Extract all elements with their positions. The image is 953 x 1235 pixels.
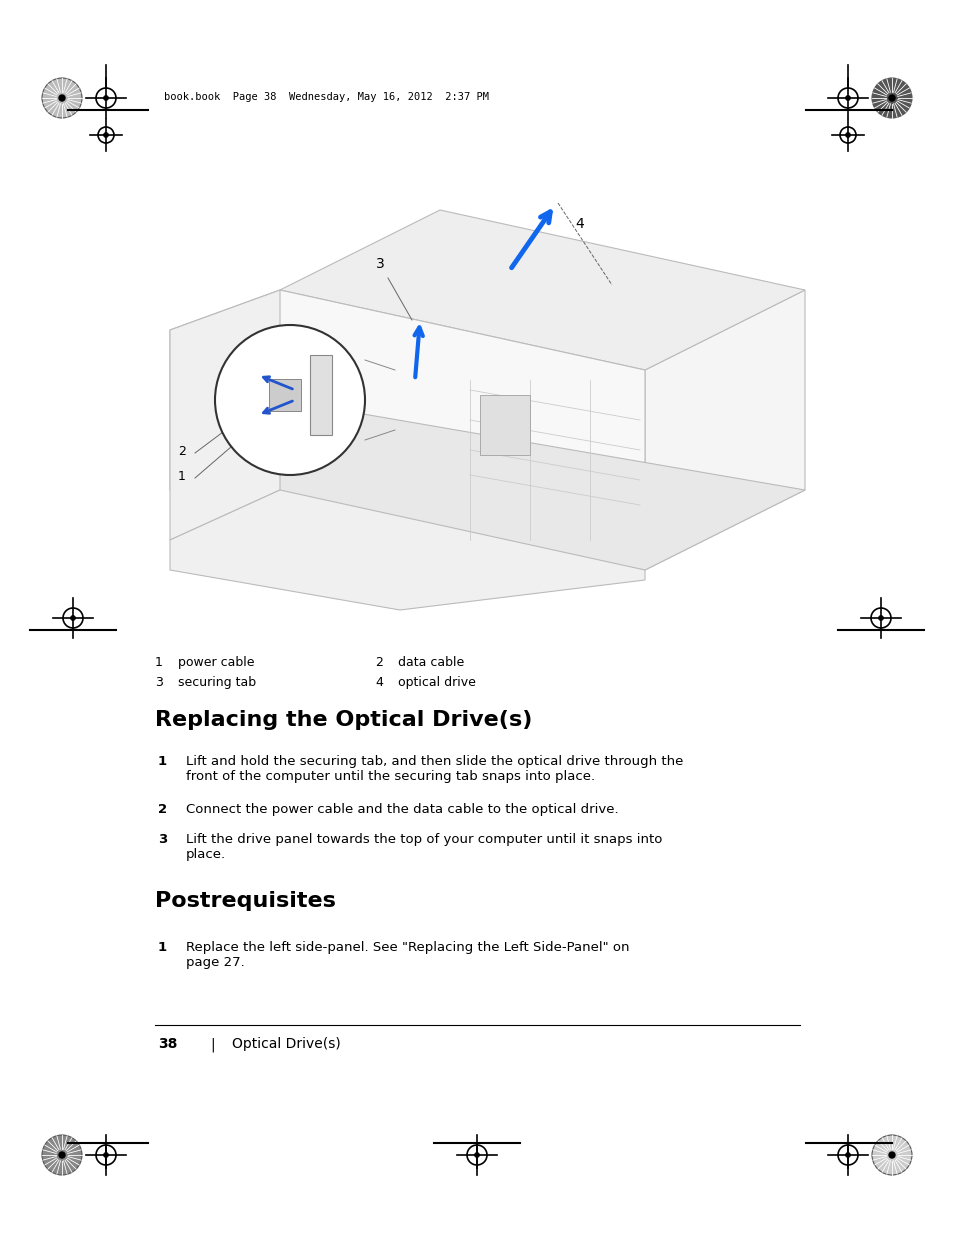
Circle shape [214, 325, 365, 475]
Text: 4: 4 [575, 217, 584, 231]
Text: 2: 2 [375, 656, 382, 669]
Text: 1: 1 [158, 755, 167, 768]
FancyBboxPatch shape [310, 354, 332, 435]
Text: data cable: data cable [397, 656, 464, 669]
Circle shape [871, 1135, 911, 1174]
Text: 4: 4 [375, 676, 382, 689]
Text: optical drive: optical drive [397, 676, 476, 689]
Text: securing tab: securing tab [178, 676, 255, 689]
Text: 3: 3 [375, 257, 384, 270]
Text: |: | [210, 1037, 214, 1051]
Text: 1: 1 [158, 941, 167, 953]
Circle shape [103, 1152, 109, 1157]
Text: Replacing the Optical Drive(s): Replacing the Optical Drive(s) [154, 710, 532, 730]
Circle shape [844, 132, 850, 137]
Circle shape [888, 95, 894, 101]
Polygon shape [170, 290, 644, 571]
Text: Lift the drive panel towards the top of your computer until it snaps into
place.: Lift the drive panel towards the top of … [186, 832, 661, 861]
Text: Postrequisites: Postrequisites [154, 890, 335, 911]
Text: 2: 2 [158, 803, 167, 816]
Text: 3: 3 [154, 676, 163, 689]
Polygon shape [280, 210, 804, 370]
Circle shape [103, 132, 109, 137]
Circle shape [59, 95, 65, 101]
Circle shape [888, 1152, 894, 1158]
Polygon shape [170, 490, 644, 610]
Circle shape [42, 1135, 82, 1174]
Circle shape [878, 615, 882, 620]
Polygon shape [644, 290, 804, 571]
Circle shape [844, 95, 850, 100]
Text: book.book  Page 38  Wednesday, May 16, 2012  2:37 PM: book.book Page 38 Wednesday, May 16, 201… [164, 91, 489, 103]
Circle shape [103, 95, 109, 100]
Text: 2: 2 [178, 445, 186, 458]
FancyBboxPatch shape [269, 379, 301, 411]
Polygon shape [170, 410, 804, 571]
Circle shape [871, 78, 911, 119]
Circle shape [59, 1152, 65, 1158]
Circle shape [42, 78, 82, 119]
Text: 1: 1 [154, 656, 163, 669]
FancyBboxPatch shape [479, 395, 530, 454]
Text: Optical Drive(s): Optical Drive(s) [232, 1037, 340, 1051]
Polygon shape [170, 290, 280, 540]
Circle shape [474, 1152, 479, 1157]
Text: Lift and hold the securing tab, and then slide the optical drive through the
fro: Lift and hold the securing tab, and then… [186, 755, 682, 783]
Text: 1: 1 [178, 471, 186, 483]
Text: Replace the left side-panel. See "Replacing the Left Side-Panel" on
page 27.: Replace the left side-panel. See "Replac… [186, 941, 629, 969]
Circle shape [71, 615, 75, 620]
Circle shape [844, 1152, 850, 1157]
Text: 3: 3 [158, 832, 167, 846]
Text: Connect the power cable and the data cable to the optical drive.: Connect the power cable and the data cab… [186, 803, 618, 816]
Text: 38: 38 [158, 1037, 177, 1051]
Text: power cable: power cable [178, 656, 254, 669]
